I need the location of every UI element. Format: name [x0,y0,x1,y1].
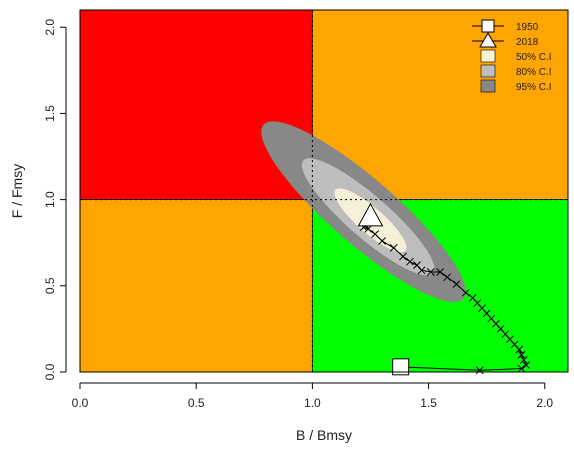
trajectory-point-stroke [461,288,470,297]
trajectory-point-stroke [417,266,426,275]
y-axis-title: F / Fmsy [9,164,25,218]
trajectory-point-stroke [468,294,477,302]
quadrant-overfished-no-overfishing [79,199,313,373]
trajectory-point [461,288,470,297]
reference-lines [80,10,568,372]
legend-entry: 95% C.I [480,79,552,93]
trajectory-point [517,364,526,373]
trajectory-point-stroke [413,261,421,269]
trajectory-point-stroke [452,280,461,288]
trajectory-point [413,261,421,269]
legend-square-symbol [481,19,495,33]
trajectory-point [475,366,484,375]
legend-label: 2018 [516,37,539,48]
trajectory-point [406,257,414,266]
legend-label: 95% C.I [516,82,552,93]
legend-entry: 50% C.I [480,49,552,63]
x-tick-label: 0.0 [72,396,89,410]
trajectory-point [389,244,398,252]
trajectory-point [468,294,477,302]
x-tick-label: 1.5 [420,396,437,410]
trajectory-point-stroke [364,225,373,233]
end-point-triangle [357,202,384,227]
y-tick-label: 0.0 [43,363,57,380]
plot-border [79,9,569,373]
legend-entry: 1950 [472,19,539,33]
trajectory-point-stroke [371,230,379,238]
trajectory-point-stroke [517,364,526,373]
legend-label: 80% C.I [516,67,552,78]
trajectory-point-stroke [487,314,496,323]
trajectory-point [436,268,445,276]
legend-entry: 80% C.I [480,64,552,78]
trajectory-point-stroke [389,244,398,252]
x-axis: 0.0 0.5 1.0 1.5 2.0 [72,382,553,410]
y-tick-label: 1.0 [43,191,57,208]
trajectory-point-stroke [406,257,414,266]
trajectory-point-stroke [510,340,519,349]
trajectory-point [364,225,373,233]
y-tick-label: 2.0 [43,19,57,36]
trajectory-point-stroke [475,366,484,375]
legend-fill-swatch [480,79,496,93]
x-tick-label: 0.5 [188,396,205,410]
x-axis-title: B / Bmsy [296,427,352,443]
trajectory-point-stroke [515,345,524,354]
trajectory-point-stroke [496,325,505,333]
trajectory-point [522,361,531,369]
trajectory-point-stroke [519,356,528,364]
trajectory-point [519,356,528,364]
trajectory-point-stroke [482,309,491,318]
legend-triangle-symbol [479,31,497,48]
legend-label: 1950 [516,22,539,33]
endpoint-markers [357,202,410,376]
trajectory-point [427,268,435,276]
trajectory-point-stroke [473,299,482,307]
trajectory-point-stroke [492,319,500,328]
trajectory-point [371,230,379,238]
x-tick-label: 1.0 [304,396,321,410]
trajectory-point-stroke [478,304,486,313]
trajectory-point-stroke [506,335,514,344]
y-tick-label: 0.5 [43,277,57,294]
trajectory-point-stroke [522,361,531,369]
trajectory-point [399,252,407,261]
legend-fill-swatch [480,49,496,63]
legend-entry: 2018 [472,31,539,48]
trajectory-point-stroke [443,273,452,282]
trajectory-point-stroke [427,268,435,276]
trajectory-point-stroke [378,237,386,245]
start-point-square [392,358,410,376]
trajectory-point [378,237,386,245]
legend: 1950 2018 50% C.I 80% C.I 95% C.I [472,19,552,93]
trajectory-point [452,280,461,288]
trajectory-point [517,350,526,359]
trajectory-point-stroke [517,350,526,359]
y-tick-label: 1.5 [43,105,57,122]
y-axis: 0.0 0.5 1.0 1.5 2.0 [43,19,67,380]
legend-fill-swatch [480,64,496,78]
trajectory-point-stroke [501,330,510,338]
legend-label: 50% C.I [516,52,552,63]
trajectory-point [443,273,452,282]
quadrant-overfished-overfishing [79,9,313,200]
x-tick-label: 2.0 [536,396,553,410]
trajectory-point-stroke [436,268,445,276]
trajectory-point-stroke [399,252,407,261]
